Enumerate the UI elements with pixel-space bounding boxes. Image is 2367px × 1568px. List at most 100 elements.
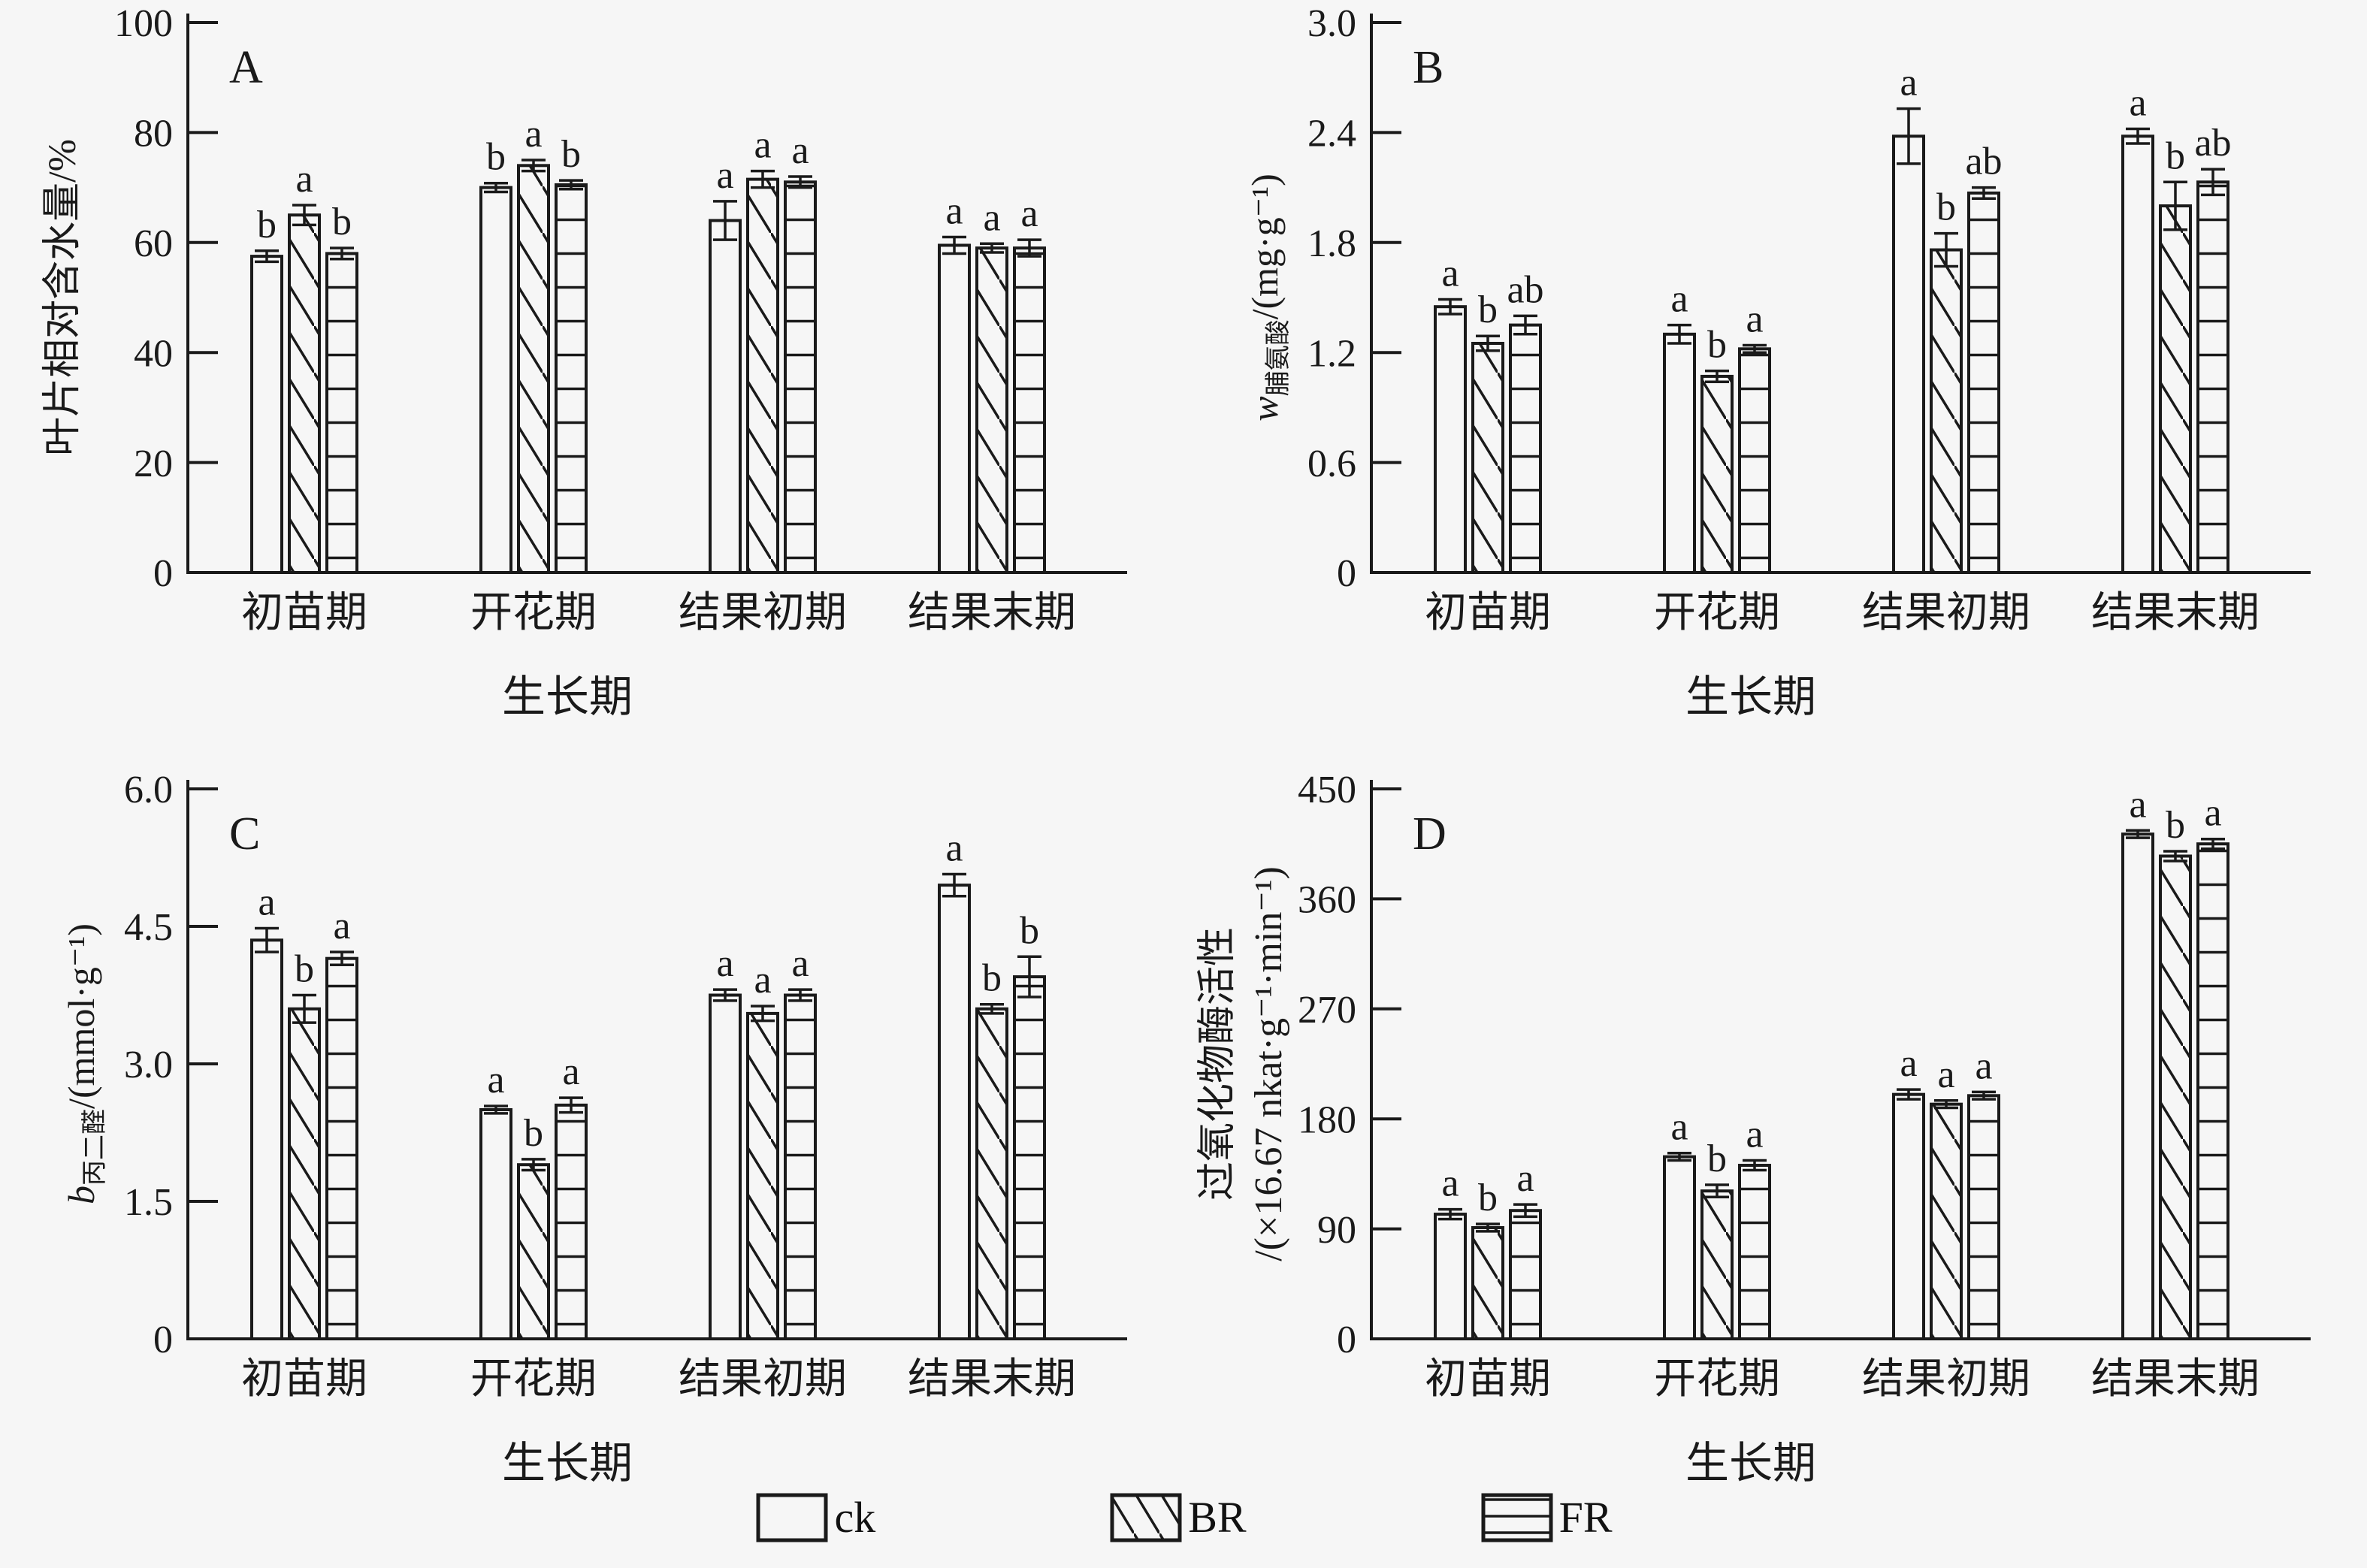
bar-FR-初苗期 [325,956,358,1340]
legend-label-br: BR [1188,1493,1247,1542]
significance-letter: a [2129,82,2146,125]
x-tick-label: 结果末期 [2091,1356,2260,1403]
bar-FR-结果初期 [784,993,817,1340]
legend-label-ck: ck [834,1493,876,1542]
y-tick-label: 3.0 [1307,2,1356,45]
bar-FR-结果末期 [2196,180,2229,574]
bar-FR-初苗期 [1509,323,1542,574]
y-tick-label: 450 [1298,769,1356,811]
y-tick-label: 40 [134,332,173,375]
significance-letter: b [524,1112,543,1155]
y-tick-label: 3.0 [124,1044,173,1086]
bar-FR-结果初期 [1967,1094,2000,1340]
bar-ck-结果末期 [2121,134,2154,574]
bar-ck-初苗期 [250,938,283,1341]
significance-letter: ab [1507,268,1543,311]
bar-FR-结果末期 [1013,246,1046,574]
y-tick-label: 180 [1298,1098,1356,1141]
bar-BR-结果末期 [975,1007,1008,1340]
bar-BR-初苗期 [288,1007,321,1340]
y-tick-label: 6.0 [124,769,173,811]
significance-letter: a [791,129,809,172]
bar-ck-结果初期 [1892,134,1925,574]
y-tick-label: 4.5 [124,906,173,949]
significance-letter: a [1975,1044,1992,1087]
x-tick-label: 初苗期 [1425,590,1551,636]
y-tick-label: 90 [1317,1209,1356,1252]
y-tick-label: 360 [1298,879,1356,922]
legend: ck BR [0,1491,2367,1544]
x-axis-title: 生长期 [1685,672,1816,721]
significance-letter: b [561,133,581,176]
bar-BR-结果末期 [2159,204,2192,574]
bar-BR-结果初期 [746,1011,779,1340]
bar-BR-开花期 [517,164,550,574]
significance-letter: a [1670,278,1688,321]
bar-BR-初苗期 [1471,342,1504,574]
x-tick-label: 结果末期 [908,1356,1076,1403]
legend-swatch-diagonal-icon [1110,1493,1182,1542]
y-tick-label: 100 [114,2,173,45]
bar-ck-开花期 [1663,332,1696,574]
bar-BR-初苗期 [288,213,321,574]
y-tick-label: 80 [134,113,173,156]
x-tick-label: 结果初期 [679,590,847,636]
x-tick-label: 开花期 [1654,590,1780,636]
legend-label-fr: FR [1558,1493,1613,1542]
significance-letter: b [1936,186,1956,229]
bar-FR-开花期 [1738,1164,1771,1340]
panel-letter: A [229,42,263,93]
significance-letter: a [524,113,542,156]
significance-letter: b [1478,289,1498,331]
bar-ck-结果末期 [938,884,971,1341]
panel-letter: D [1413,808,1446,860]
significance-letter: b [1707,324,1727,367]
bar-ck-结果初期 [709,993,742,1340]
x-tick-label: 结果初期 [1862,1356,2030,1403]
bar-ck-开花期 [479,186,512,575]
significance-letter: a [1937,1053,1954,1096]
panel-d: 0 90 180 270 360 450 过氧化物酶活性/(×16.67 nkat·g⁻¹·… [1184,766,2356,1506]
bar-BR-结果初期 [1930,248,1963,574]
significance-letter: b [1478,1177,1498,1219]
bar-FR-结果初期 [784,180,817,574]
x-tick-label: 结果初期 [1862,590,2030,636]
legend-item-ck: ck [754,1491,875,1544]
y-tick-label: 0.6 [1307,443,1356,485]
significance-letter: a [1441,1162,1459,1205]
legend-swatch-horizontal-icon [1481,1493,1553,1542]
bar-BR-开花期 [1700,1189,1734,1340]
significance-letter: a [1746,298,1763,340]
bar-BR-结果初期 [746,177,779,574]
significance-letter: a [487,1059,504,1101]
significance-letter: a [983,196,1000,239]
y-tick-label: 0 [1337,552,1356,595]
bar-FR-开花期 [555,1103,588,1340]
bar-ck-结果末期 [2121,832,2154,1341]
y-tick-label: 2.4 [1307,113,1356,156]
significance-letter: a [754,124,771,167]
significance-letter: a [716,942,733,985]
bar-ck-初苗期 [1434,1213,1467,1341]
bar-ck-开花期 [1663,1155,1696,1340]
bar-BR-初苗期 [1471,1225,1504,1340]
x-tick-label: 开花期 [470,1356,597,1403]
significance-letter: a [754,959,771,1002]
panel-letter: B [1413,42,1443,93]
y-axis-title: /(×16.67 nkat·g⁻¹·min⁻¹) [1247,866,1290,1261]
x-tick-label: 结果末期 [908,590,1076,636]
x-tick-label: 开花期 [470,590,597,636]
y-tick-label: 0 [153,552,173,595]
significance-letter: b [1707,1137,1727,1180]
legend-item-br: BR [1108,1491,1247,1544]
significance-letter: b [2166,134,2185,177]
y-axis-title: b丙二醛/(mmol·g⁻¹) [60,923,109,1204]
bar-FR-开花期 [1738,347,1771,574]
y-tick-label: 1.8 [1307,222,1356,265]
y-axis-title: 过氧化物酶活性 [1196,927,1239,1201]
significance-letter: a [1441,252,1459,295]
